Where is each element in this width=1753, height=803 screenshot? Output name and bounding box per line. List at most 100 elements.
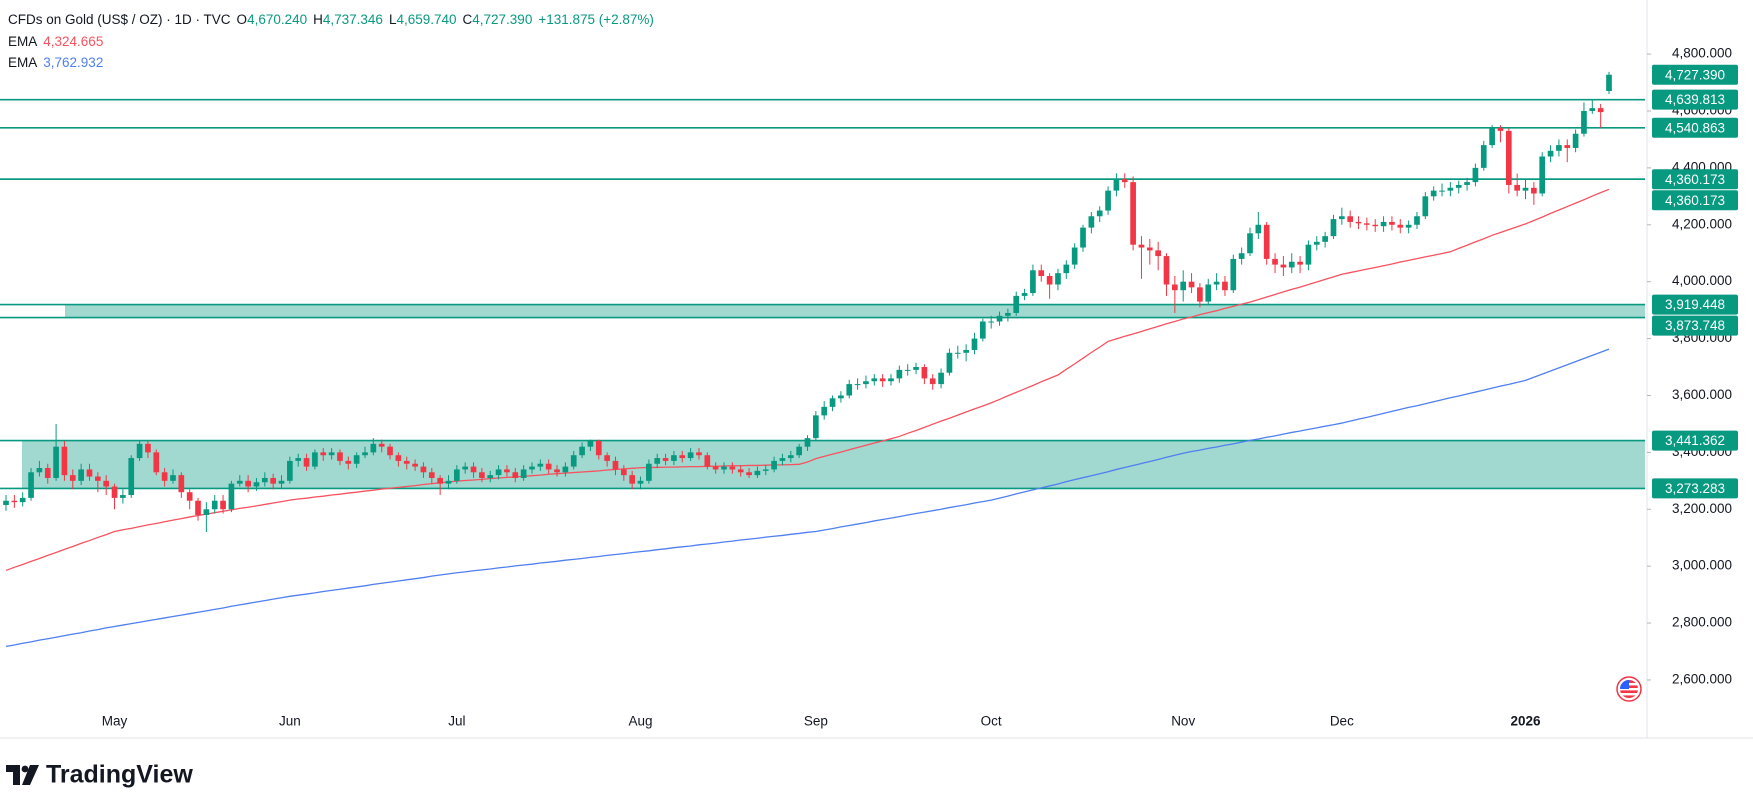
candle-body xyxy=(554,469,560,473)
candle-body xyxy=(662,458,669,461)
candle-body xyxy=(787,455,794,459)
candle-body xyxy=(988,321,995,323)
symbol-title: CFDs on Gold (US$ / OZ) · 1D · TVC xyxy=(8,12,231,27)
candle-body xyxy=(136,443,143,459)
candle-body xyxy=(1322,236,1328,242)
candle-body xyxy=(1606,74,1612,91)
candle-body xyxy=(1046,275,1053,285)
candle-body xyxy=(1030,270,1036,294)
candle-body xyxy=(103,480,110,487)
candle-body xyxy=(1096,210,1103,217)
candle-body xyxy=(378,443,385,447)
level-label-box xyxy=(1652,89,1738,110)
candle-body xyxy=(1397,224,1404,228)
candle-body xyxy=(186,492,193,501)
candle-body xyxy=(562,466,569,473)
candle-body xyxy=(620,469,627,476)
candle-body xyxy=(1088,216,1095,228)
flag-icon xyxy=(1616,676,1642,702)
candle-body xyxy=(328,452,335,456)
candle-body xyxy=(1439,190,1445,192)
candle-body xyxy=(545,463,552,470)
y-tick-label: 3,000.000 xyxy=(1672,558,1732,573)
candle-body xyxy=(1547,150,1554,157)
y-tick-label: 3,600.000 xyxy=(1672,387,1732,402)
candle-body xyxy=(1455,184,1462,188)
candle-body xyxy=(470,466,477,473)
candle-body xyxy=(1255,224,1262,234)
candle-body xyxy=(44,468,51,478)
candle-body xyxy=(1272,258,1278,265)
level-label-text: 4,360.173 xyxy=(1665,193,1725,208)
y-tick-label: 2,800.000 xyxy=(1672,615,1732,630)
ema-line xyxy=(5,188,1610,572)
candle-body xyxy=(111,486,118,498)
ema-name: EMA xyxy=(8,34,37,49)
candle-body xyxy=(195,500,201,515)
level-label-box xyxy=(1652,315,1738,336)
candle-body xyxy=(454,469,460,481)
candle-body xyxy=(1263,224,1270,259)
candle-body xyxy=(979,321,986,339)
candle-body xyxy=(762,469,769,471)
candle-body xyxy=(612,460,619,470)
ema-line xyxy=(5,348,1610,648)
candle-body xyxy=(36,468,43,473)
candle-body xyxy=(445,480,452,484)
candle-body xyxy=(170,475,176,481)
ema-name: EMA xyxy=(8,55,37,70)
candle-body xyxy=(888,378,894,382)
candle-body xyxy=(721,466,727,470)
ema-legend: EMA 4,324.665 xyxy=(8,34,103,49)
candle-body xyxy=(813,415,819,439)
price-change: +131.875 (+2.87%) xyxy=(538,12,654,27)
candle-body xyxy=(1280,264,1287,268)
ema-value: 4,324.665 xyxy=(43,34,103,49)
candle-body xyxy=(954,352,961,354)
candle-body xyxy=(687,452,694,459)
x-tick-label: Oct xyxy=(981,714,1002,729)
candle-body xyxy=(1146,247,1153,251)
candle-body xyxy=(579,446,585,456)
y-tick-label: 4,000.000 xyxy=(1672,273,1732,288)
candle-body xyxy=(1197,287,1203,302)
candle-body xyxy=(1205,284,1212,302)
candle-body xyxy=(337,452,343,461)
candle-body xyxy=(253,482,260,487)
candle-body xyxy=(512,472,519,478)
candle-body xyxy=(428,472,435,478)
ema-legend: EMA 3,762.932 xyxy=(8,55,103,70)
candle-body xyxy=(261,477,268,483)
candle-body xyxy=(921,367,928,379)
candle-body xyxy=(1013,295,1020,313)
candle-body xyxy=(270,477,277,484)
candle-body xyxy=(1347,216,1354,222)
candle-body xyxy=(1430,190,1437,197)
level-label-box xyxy=(1652,430,1738,451)
candle-body xyxy=(420,466,427,473)
ohlc-value: 4,737.346 xyxy=(323,12,383,27)
level-label-text: 3,441.362 xyxy=(1665,433,1725,448)
candle-body xyxy=(1539,156,1546,194)
candle-body xyxy=(1071,247,1078,265)
candle-body xyxy=(854,384,861,386)
candle-body xyxy=(1130,182,1136,245)
y-tick-label: 2,600.000 xyxy=(1672,672,1732,687)
candle-body xyxy=(161,472,168,481)
level-label-box xyxy=(1652,169,1738,190)
candle-body xyxy=(362,452,368,456)
candle-body xyxy=(520,469,527,478)
candle-body xyxy=(1472,167,1479,183)
candle-body xyxy=(671,455,677,461)
candle-body xyxy=(863,381,869,385)
candle-body xyxy=(437,477,443,484)
candle-body xyxy=(754,470,761,476)
candle-body xyxy=(78,469,84,481)
candle-body xyxy=(1172,284,1178,291)
candle-body xyxy=(1597,108,1604,113)
candle-body xyxy=(1113,179,1120,191)
candle-body xyxy=(495,469,502,476)
candle-body xyxy=(629,475,636,484)
candle-body xyxy=(1380,221,1387,227)
brand-logo: TradingView xyxy=(6,761,193,789)
